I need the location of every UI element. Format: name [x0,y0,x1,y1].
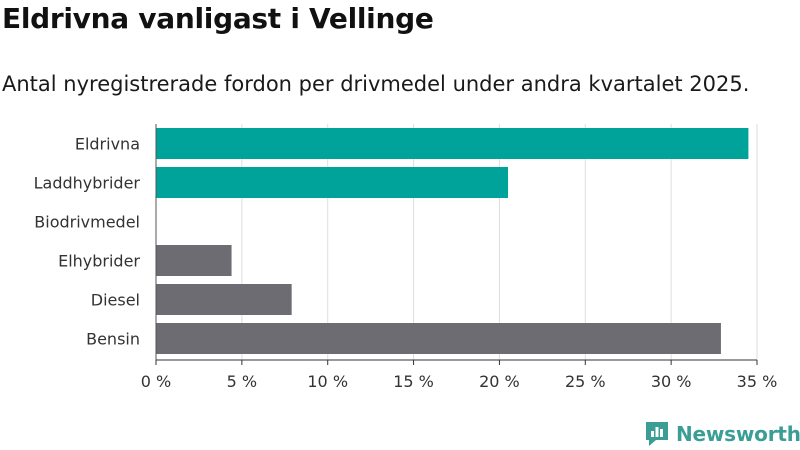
x-tick-label: 5 % [227,372,257,391]
category-label: Bensin [86,330,140,349]
newsworthy-logo: Newsworthy [644,418,800,450]
category-label: Diesel [91,291,140,310]
x-tick-label: 15 % [393,372,434,391]
category-label: Elhybrider [58,252,140,271]
category-label: Eldrivna [75,135,140,154]
category-label: Laddhybrider [34,174,141,193]
x-tick-label: 10 % [307,372,348,391]
x-tick-label: 0 % [141,372,171,391]
bar [156,128,749,159]
newsworthy-logo-icon [646,422,668,446]
bar [156,167,509,198]
bar [156,245,232,276]
brand-name: Newsworthy [676,422,800,446]
bar [156,323,721,354]
bar [156,284,292,315]
chart-title: Eldrivna vanligast i Vellinge [2,2,434,35]
x-tick-label: 35 % [737,372,778,391]
chart-subtitle: Antal nyregistrerade fordon per drivmede… [2,72,750,96]
x-tick-label: 25 % [565,372,606,391]
category-label: Biodrivmedel [34,213,140,232]
x-tick-label: 20 % [479,372,520,391]
x-tick-label: 30 % [651,372,692,391]
